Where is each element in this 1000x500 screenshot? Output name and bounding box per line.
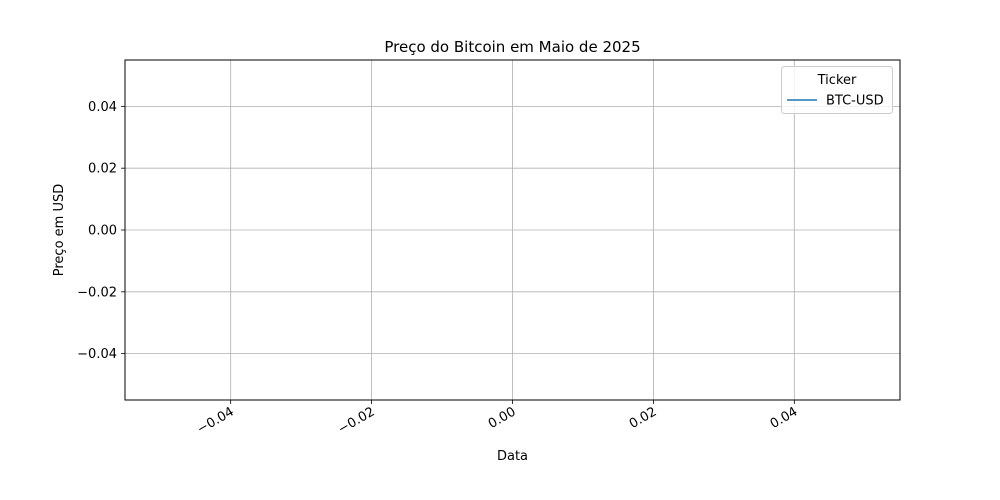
- y-tick-label: 0.02: [88, 162, 117, 177]
- y-tick-label: 0.04: [88, 100, 117, 115]
- y-tick-label: −0.04: [77, 347, 117, 362]
- y-tick-label: 0.00: [88, 224, 117, 239]
- legend-label-btc-usd: BTC-USD: [826, 94, 884, 109]
- y-tick-label: −0.02: [77, 285, 117, 300]
- y-axis-label: Preço em USD: [52, 184, 67, 276]
- legend-title: Ticker: [817, 73, 857, 88]
- y-axis-ticks: 0.04 0.02 0.00 −0.02 −0.04: [77, 100, 125, 362]
- legend-box: [781, 66, 893, 114]
- chart-title: Preço do Bitcoin em Maio de 2025: [384, 38, 640, 56]
- x-axis-label: Data: [497, 449, 528, 464]
- grid: [125, 60, 900, 400]
- legend: Ticker BTC-USD: [781, 66, 893, 114]
